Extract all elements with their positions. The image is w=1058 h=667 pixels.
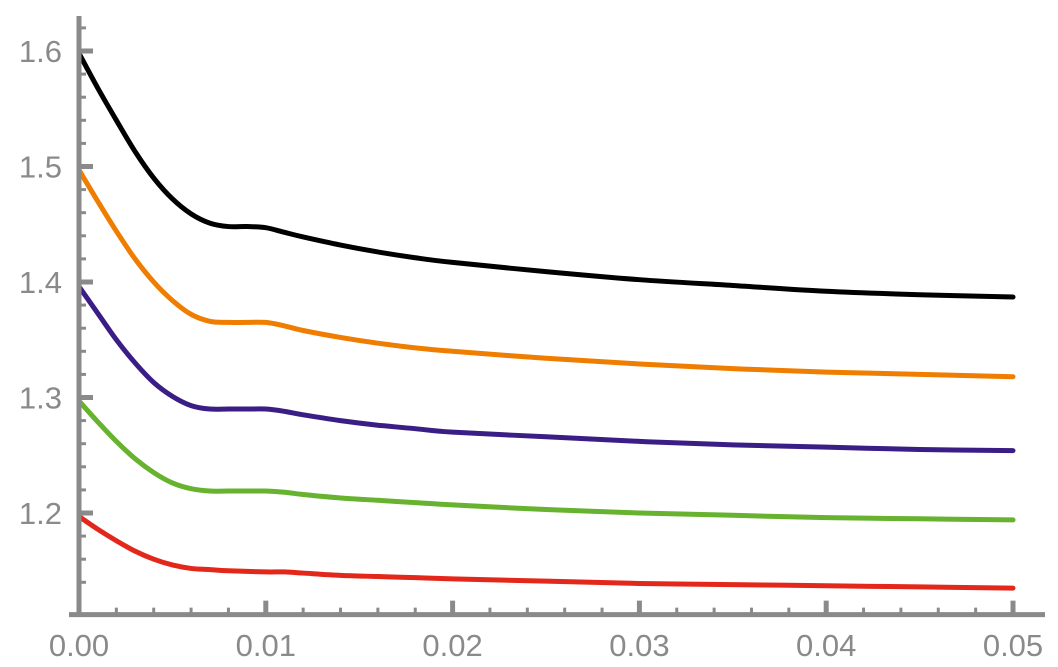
x-tick-label: 0.00 — [49, 628, 109, 663]
series-line-2 — [76, 167, 1016, 380]
series-line-3 — [76, 284, 1016, 454]
y-tick-label: 1.4 — [19, 265, 62, 300]
y-tick-label: 1.2 — [19, 496, 62, 531]
series-line-1 — [76, 50, 1016, 300]
series-line-5 — [76, 513, 1016, 591]
series-layer — [76, 50, 1016, 591]
y-tick-label: 1.6 — [19, 34, 62, 69]
y-tick-label: 1.3 — [19, 381, 62, 416]
ticks-layer — [76, 26, 1016, 614]
axes-layer — [69, 16, 1045, 618]
x-tick-label: 0.02 — [422, 628, 482, 663]
y-tick-label: 1.5 — [19, 150, 62, 185]
x-tick-label: 0.04 — [796, 628, 856, 663]
x-tick-label: 0.01 — [236, 628, 296, 663]
series-line-4 — [76, 398, 1016, 523]
x-tick-label: 0.05 — [983, 628, 1043, 663]
tick-labels-layer: 0.00 0.01 0.02 0.03 0.04 0.05 1.2 1.3 1.4 1.5 1.6 — [19, 34, 1043, 663]
x-tick-label: 0.03 — [609, 628, 669, 663]
